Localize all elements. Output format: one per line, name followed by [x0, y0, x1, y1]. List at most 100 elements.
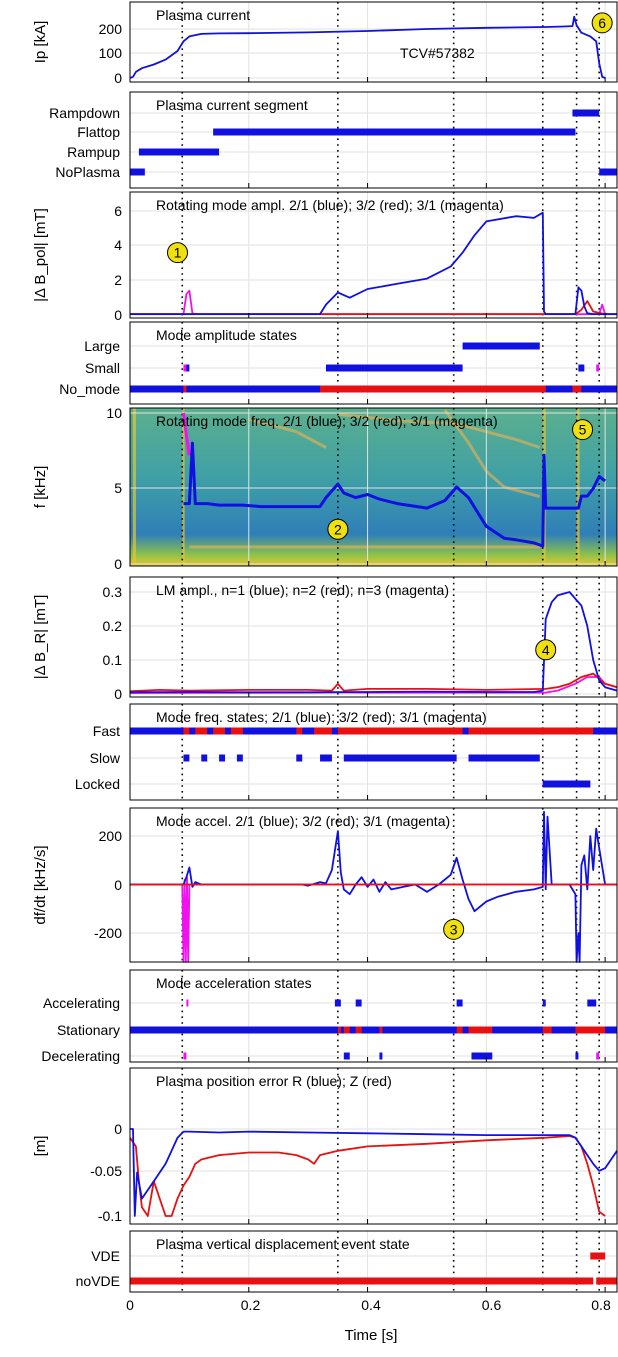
x-tick-3: 0.6 — [482, 1297, 502, 1313]
panel-10-segment-red-0 — [130, 1277, 594, 1285]
panel-0-ytick-2: 0 — [114, 70, 122, 86]
panel-6-title: Mode freq. states; 2/1 (blue); 3/2 (red)… — [156, 709, 487, 725]
panel-1-state-label-1: Flattop — [77, 124, 120, 140]
panel-8-segment-blue-6 — [361, 1026, 380, 1034]
panel-5-ytick-3: 0 — [114, 686, 122, 702]
panel-6-segment-blue-13 — [343, 754, 457, 762]
marker-5-circle — [572, 419, 594, 441]
panel-6-segment-blue-5 — [219, 754, 226, 762]
x-tick-4: 0.8 — [591, 1297, 611, 1313]
marker-6-circle — [591, 12, 613, 34]
marker-3-label: 3 — [450, 921, 458, 937]
panel-10-segment-red-1 — [590, 1252, 606, 1260]
panel-10-state-label-0: VDE — [91, 1248, 120, 1264]
panel-2-ylabel: |Δ B_pol| [mT] — [32, 208, 49, 302]
panel-0-background — [130, 2, 617, 82]
panel-9: 0 -0.05 -0.1 Plasma position error R (blue)… — [32, 1067, 618, 1225]
panel-3-frame — [129, 321, 618, 405]
panel-6-segment-blue-15 — [468, 754, 540, 762]
panel-1: Rampdown Flattop Rampup NoPlasma Plasma curr… — [49, 91, 618, 189]
panel-6-segment-blue-7 — [236, 754, 243, 762]
panel-6-segment-blue-4 — [207, 727, 214, 735]
panel-6-state-label-2: Locked — [75, 776, 120, 792]
panel-10-state-label-1: noVDE — [76, 1273, 120, 1289]
marker-2-label: 2 — [334, 521, 342, 537]
panel-3-segment-blue-0 — [130, 385, 184, 393]
panel-4: 10 5 0 2 5 Rotating mode freq. 2/1 (blue); 3/… — [32, 405, 618, 572]
panel-8-segment-blue-3 — [343, 1052, 350, 1060]
panel-6-segment-blue-16 — [542, 780, 591, 788]
panel-3-segment-blue-5 — [545, 385, 573, 393]
panel-9-ytick-1: -0.05 — [90, 1163, 122, 1179]
panel-2-ytick-3: 0 — [114, 307, 122, 323]
panel-6-segment-blue-6 — [225, 727, 231, 735]
panel-8-segment-blue-7 — [379, 1052, 383, 1060]
marker-4-label: 4 — [542, 642, 550, 658]
panel-8-segment-blue-2 — [340, 1026, 344, 1034]
panel-4-frame — [129, 407, 618, 567]
panel-8-segment-blue-8 — [382, 1026, 457, 1034]
panel-6-segment-red-0 — [130, 727, 617, 735]
panel-5-ylabel: |Δ B_R| [mT] — [32, 595, 49, 680]
panel-2-ytick-2: 2 — [114, 272, 122, 288]
marker-2-circle — [327, 518, 349, 540]
panel-8-segment-magenta-3 — [186, 999, 189, 1007]
panel-5-ytick-2: 0.1 — [103, 652, 123, 668]
panel-6-segment-blue-8 — [242, 727, 297, 735]
spectrogram-background — [130, 408, 617, 566]
panel-7-ylabel: df/dt [kHz/s] — [32, 845, 49, 924]
panel-3-segment-blue-2 — [325, 364, 463, 372]
panel-8-segment-blue-10 — [462, 1026, 469, 1034]
shot-label: TCV#57382 — [400, 45, 475, 61]
panel-3-state-label-0: Large — [84, 338, 120, 354]
x-tick-0: 0 — [126, 1297, 134, 1313]
panel-8-segment-blue-14 — [551, 1026, 576, 1034]
panel-6-segment-blue-14 — [462, 727, 469, 735]
panel-6-segment-blue-11 — [320, 754, 332, 762]
panel-2-ytick-0: 6 — [114, 203, 122, 219]
panel-1-segment-blue-4 — [599, 168, 617, 176]
panel-3-title: Mode amplitude states — [156, 327, 297, 343]
panel-9-ylabel: [m] — [32, 1136, 49, 1157]
marker-4-circle — [535, 639, 557, 661]
panel-9-ytick-0: 0 — [114, 1121, 122, 1137]
panel-4-ytick-0: 10 — [106, 405, 122, 421]
panel-8-segment-blue-16 — [587, 999, 597, 1007]
panel-8-segment-magenta-2 — [596, 1052, 600, 1060]
panel-10-title: Plasma vertical displacement event state — [156, 1236, 410, 1252]
panel-6-state-label-0: Fast — [93, 723, 120, 739]
panel-2-frame — [129, 191, 618, 319]
panel-3-segment-blue-1 — [186, 385, 321, 393]
panel-0-series-blue — [129, 15, 606, 79]
panel-10-segment-red-2 — [596, 1277, 617, 1285]
panel-3-segment-magenta-1 — [596, 364, 600, 372]
panel-1-segment-blue-3 — [572, 109, 600, 117]
x-axis-label: Time [s] — [345, 1327, 398, 1344]
panel-3-segment-blue-6 — [578, 364, 585, 372]
panel-8-segment-blue-11 — [471, 1052, 493, 1060]
panel-6-segment-blue-10 — [302, 727, 315, 735]
panel-4-series-blue — [183, 441, 607, 548]
panel-6: Fast Slow Locked Mode freq. states; 2/1 (bl… — [75, 703, 618, 801]
panel-8-segment-blue-17 — [605, 1026, 617, 1034]
panel-0-frame — [129, 1, 618, 83]
panel-5-series-blue — [129, 591, 618, 694]
panel-1-segment-blue-1 — [138, 148, 220, 156]
panel-8-state-label-2: Decelerating — [41, 1048, 120, 1064]
panel-1-state-label-0: Rampdown — [49, 105, 120, 121]
panel-5-title: LM ampl., n=1 (blue); n=2 (red); n=3 (ma… — [156, 582, 449, 598]
panel-6-segment-blue-1 — [183, 754, 190, 762]
panel-8-title: Mode acceleration states — [156, 975, 312, 991]
panel-8-segment-blue-4 — [349, 1026, 356, 1034]
panel-6-segment-blue-9 — [296, 754, 303, 762]
panel-8-segment-blue-12 — [492, 1026, 543, 1034]
panel-4-ylabel: f [kHz] — [32, 466, 49, 509]
panel-4-ytick-2: 0 — [114, 556, 122, 572]
panel-8-segment-blue-1 — [334, 999, 341, 1007]
panel-2-ytick-1: 4 — [114, 237, 122, 253]
panel-6-frame — [129, 703, 618, 801]
panel-1-segment-blue-0 — [130, 168, 145, 176]
panel-8-frame — [129, 969, 618, 1063]
